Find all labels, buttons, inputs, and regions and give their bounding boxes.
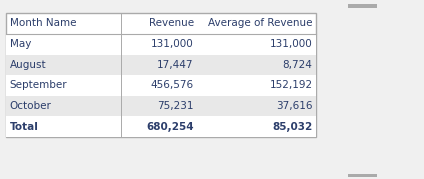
Bar <box>6 96 316 116</box>
Bar <box>6 75 316 96</box>
Text: 75,231: 75,231 <box>157 101 194 111</box>
Text: May: May <box>10 39 31 49</box>
Text: 131,000: 131,000 <box>270 39 312 49</box>
Text: 152,192: 152,192 <box>269 81 312 90</box>
Text: August: August <box>10 60 46 70</box>
Text: Total: Total <box>10 122 39 132</box>
Text: 17,447: 17,447 <box>157 60 194 70</box>
Text: 131,000: 131,000 <box>151 39 194 49</box>
Text: 37,616: 37,616 <box>276 101 312 111</box>
Bar <box>6 34 316 55</box>
Text: 85,032: 85,032 <box>272 122 312 132</box>
Bar <box>6 116 316 137</box>
Text: Month Name: Month Name <box>10 18 76 28</box>
Text: 680,254: 680,254 <box>146 122 194 132</box>
Bar <box>6 13 316 137</box>
Bar <box>348 4 377 8</box>
Text: Average of Revenue: Average of Revenue <box>208 18 312 28</box>
Text: 8,724: 8,724 <box>283 60 312 70</box>
Text: Revenue: Revenue <box>149 18 194 28</box>
Text: October: October <box>10 101 52 111</box>
Bar <box>348 174 377 177</box>
Text: September: September <box>10 81 67 90</box>
Bar <box>6 55 316 75</box>
Text: 456,576: 456,576 <box>151 81 194 90</box>
